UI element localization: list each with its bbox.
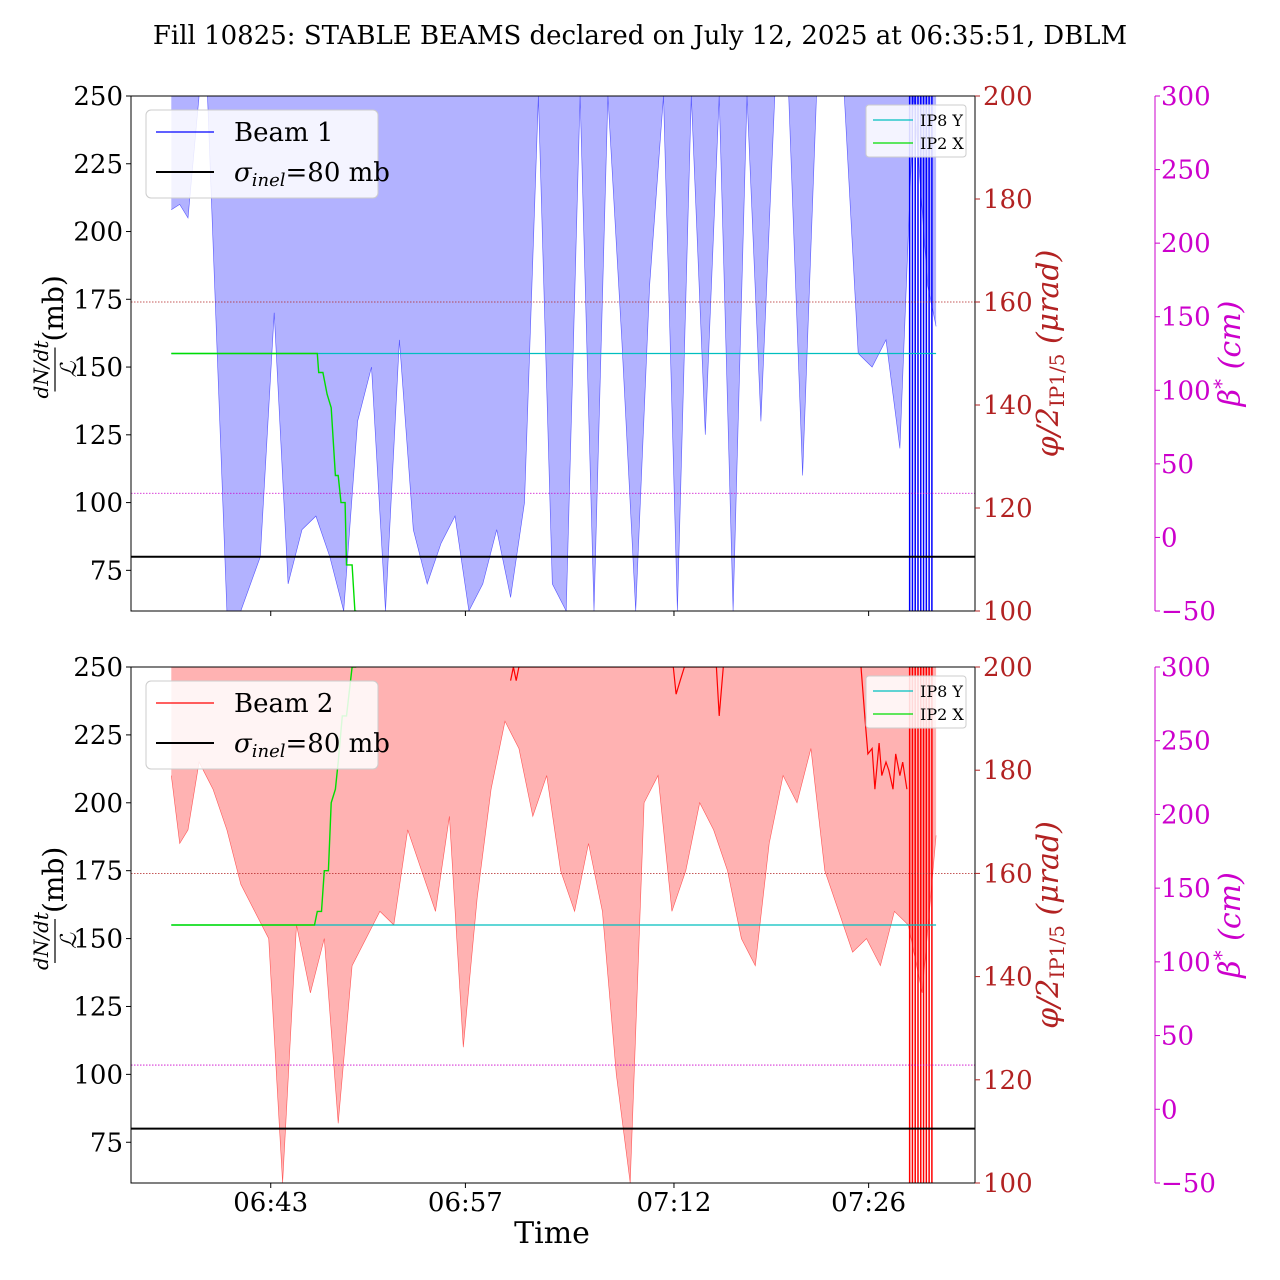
band-edge <box>171 96 937 611</box>
y-label-numerator: dN/dt <box>29 911 53 970</box>
y3-tick-label: 0 <box>1161 523 1178 553</box>
x-axis-label: Time <box>514 1216 590 1251</box>
y3-label-text: β* (cm) <box>1209 301 1248 408</box>
legend-sigma-label: σinel=80 mb <box>234 729 390 762</box>
y2-label-text: φ/2IP1/5 (μrad) <box>1031 250 1069 458</box>
x-tick-label: 07:26 <box>831 1188 906 1218</box>
x-tick-label: 07:12 <box>636 1188 711 1218</box>
beam2-line <box>510 667 724 716</box>
y-label-denominator: ℒ <box>57 360 82 377</box>
y-label-denominator: ℒ <box>57 932 82 949</box>
legend-beam-label: Beam 2 <box>234 689 333 719</box>
legend-sigma-label: σinel=80 mb <box>234 158 390 191</box>
beam2-tail-line <box>860 667 908 790</box>
y-axis-label: dN/dt ℒ (mb) <box>29 847 82 970</box>
legend-beam-label: Beam 1 <box>234 118 333 148</box>
y-tick-label: 175 <box>73 857 123 887</box>
y-tick-label: 150 <box>73 925 123 955</box>
y-tick-label: 200 <box>73 218 123 248</box>
y3-tick-label: 200 <box>1161 229 1211 259</box>
y3-tick-label: 250 <box>1161 727 1211 757</box>
y3-tick-label: 50 <box>1161 450 1194 480</box>
y3-tick-label: 100 <box>1161 948 1211 978</box>
y-tick-label: 75 <box>90 1128 123 1158</box>
plot-frame <box>130 666 976 1184</box>
y2-tick-label: 140 <box>983 963 1033 993</box>
y-tick-label: 225 <box>73 721 123 751</box>
legend-side-label: IP8 Y <box>920 111 963 130</box>
y-tick-label: 100 <box>73 1060 123 1090</box>
y-tick-label: 125 <box>73 421 123 451</box>
y2-tick-label: 120 <box>983 494 1033 524</box>
x-tick-label: 06:43 <box>233 1188 308 1218</box>
y-tick-label: 75 <box>90 556 123 586</box>
y2-tick-label: 200 <box>983 653 1033 683</box>
legend-side-label: IP2 X <box>920 134 964 153</box>
y3-tick-label: −50 <box>1161 1169 1216 1199</box>
plot-frame <box>130 95 976 612</box>
panel-beam2: 75 100 125 150 175 200 225 250 100 120 140 160 180 20… <box>29 653 1248 1218</box>
x-tick-label: 06:57 <box>428 1188 503 1218</box>
plot-area <box>131 667 975 1183</box>
y-tick-label: 250 <box>73 653 123 683</box>
y3-tick-label: 100 <box>1161 376 1211 406</box>
y-axis-label: dN/dt ℒ (mb) <box>29 275 82 398</box>
y2-tick-label: 160 <box>983 859 1033 889</box>
ip2x-line <box>171 352 357 611</box>
y-tick-label: 225 <box>73 150 123 180</box>
legend-side-label: IP8 Y <box>920 682 963 701</box>
legend-side-box <box>865 675 967 729</box>
y3-tick-label: 150 <box>1161 303 1211 333</box>
legend-side-label: IP2 X <box>920 705 964 724</box>
y3-axis-label: β* (cm) <box>1209 301 1248 408</box>
band-edge <box>171 720 937 1183</box>
chart-title: Fill 10825: STABLE BEAMS declared on Jul… <box>153 21 1127 51</box>
y2-tick-label: 160 <box>983 288 1033 318</box>
y-tick-label: 175 <box>73 285 123 315</box>
y-label-unit: (mb) <box>37 275 70 341</box>
y2-axis-label: φ/2IP1/5 (μrad) <box>1031 821 1069 1029</box>
y3-tick-label: 200 <box>1161 800 1211 830</box>
y2-tick-label: 200 <box>983 82 1033 112</box>
y3-axis-label: β* (cm) <box>1209 872 1248 979</box>
band-fill <box>171 667 937 1183</box>
y3-tick-label: 50 <box>1161 1022 1194 1052</box>
y-tick-label: 250 <box>73 82 123 112</box>
y3-tick-label: 250 <box>1161 156 1211 186</box>
y-label-numerator: dN/dt <box>29 340 53 399</box>
y-label-unit: (mb) <box>37 847 70 913</box>
y2-tick-label: 180 <box>983 756 1033 786</box>
y3-tick-label: 300 <box>1161 653 1211 683</box>
y2-axis-label: φ/2IP1/5 (μrad) <box>1031 250 1069 458</box>
y-tick-label: 200 <box>73 789 123 819</box>
legend-side-box <box>865 104 967 158</box>
y3-tick-label: 0 <box>1161 1095 1178 1125</box>
panel-beam1: 75 100 125 150 175 200 225 250 100 120 140 160 180 20… <box>29 82 1248 627</box>
y2-tick-label: 100 <box>983 1169 1033 1199</box>
y2-tick-label: 180 <box>983 185 1033 215</box>
y3-label-text: β* (cm) <box>1209 872 1248 979</box>
y-tick-label: 125 <box>73 992 123 1022</box>
y-tick-label: 100 <box>73 489 123 519</box>
y2-tick-label: 140 <box>983 391 1033 421</box>
y2-tick-label: 100 <box>983 597 1033 627</box>
y3-tick-label: 150 <box>1161 874 1211 904</box>
y3-tick-label: 300 <box>1161 82 1211 112</box>
y-tick-label: 150 <box>73 353 123 383</box>
y2-tick-label: 120 <box>983 1066 1033 1096</box>
y3-tick-label: −50 <box>1161 597 1216 627</box>
y2-label-text: φ/2IP1/5 (μrad) <box>1031 821 1069 1029</box>
plot-area <box>131 96 975 611</box>
